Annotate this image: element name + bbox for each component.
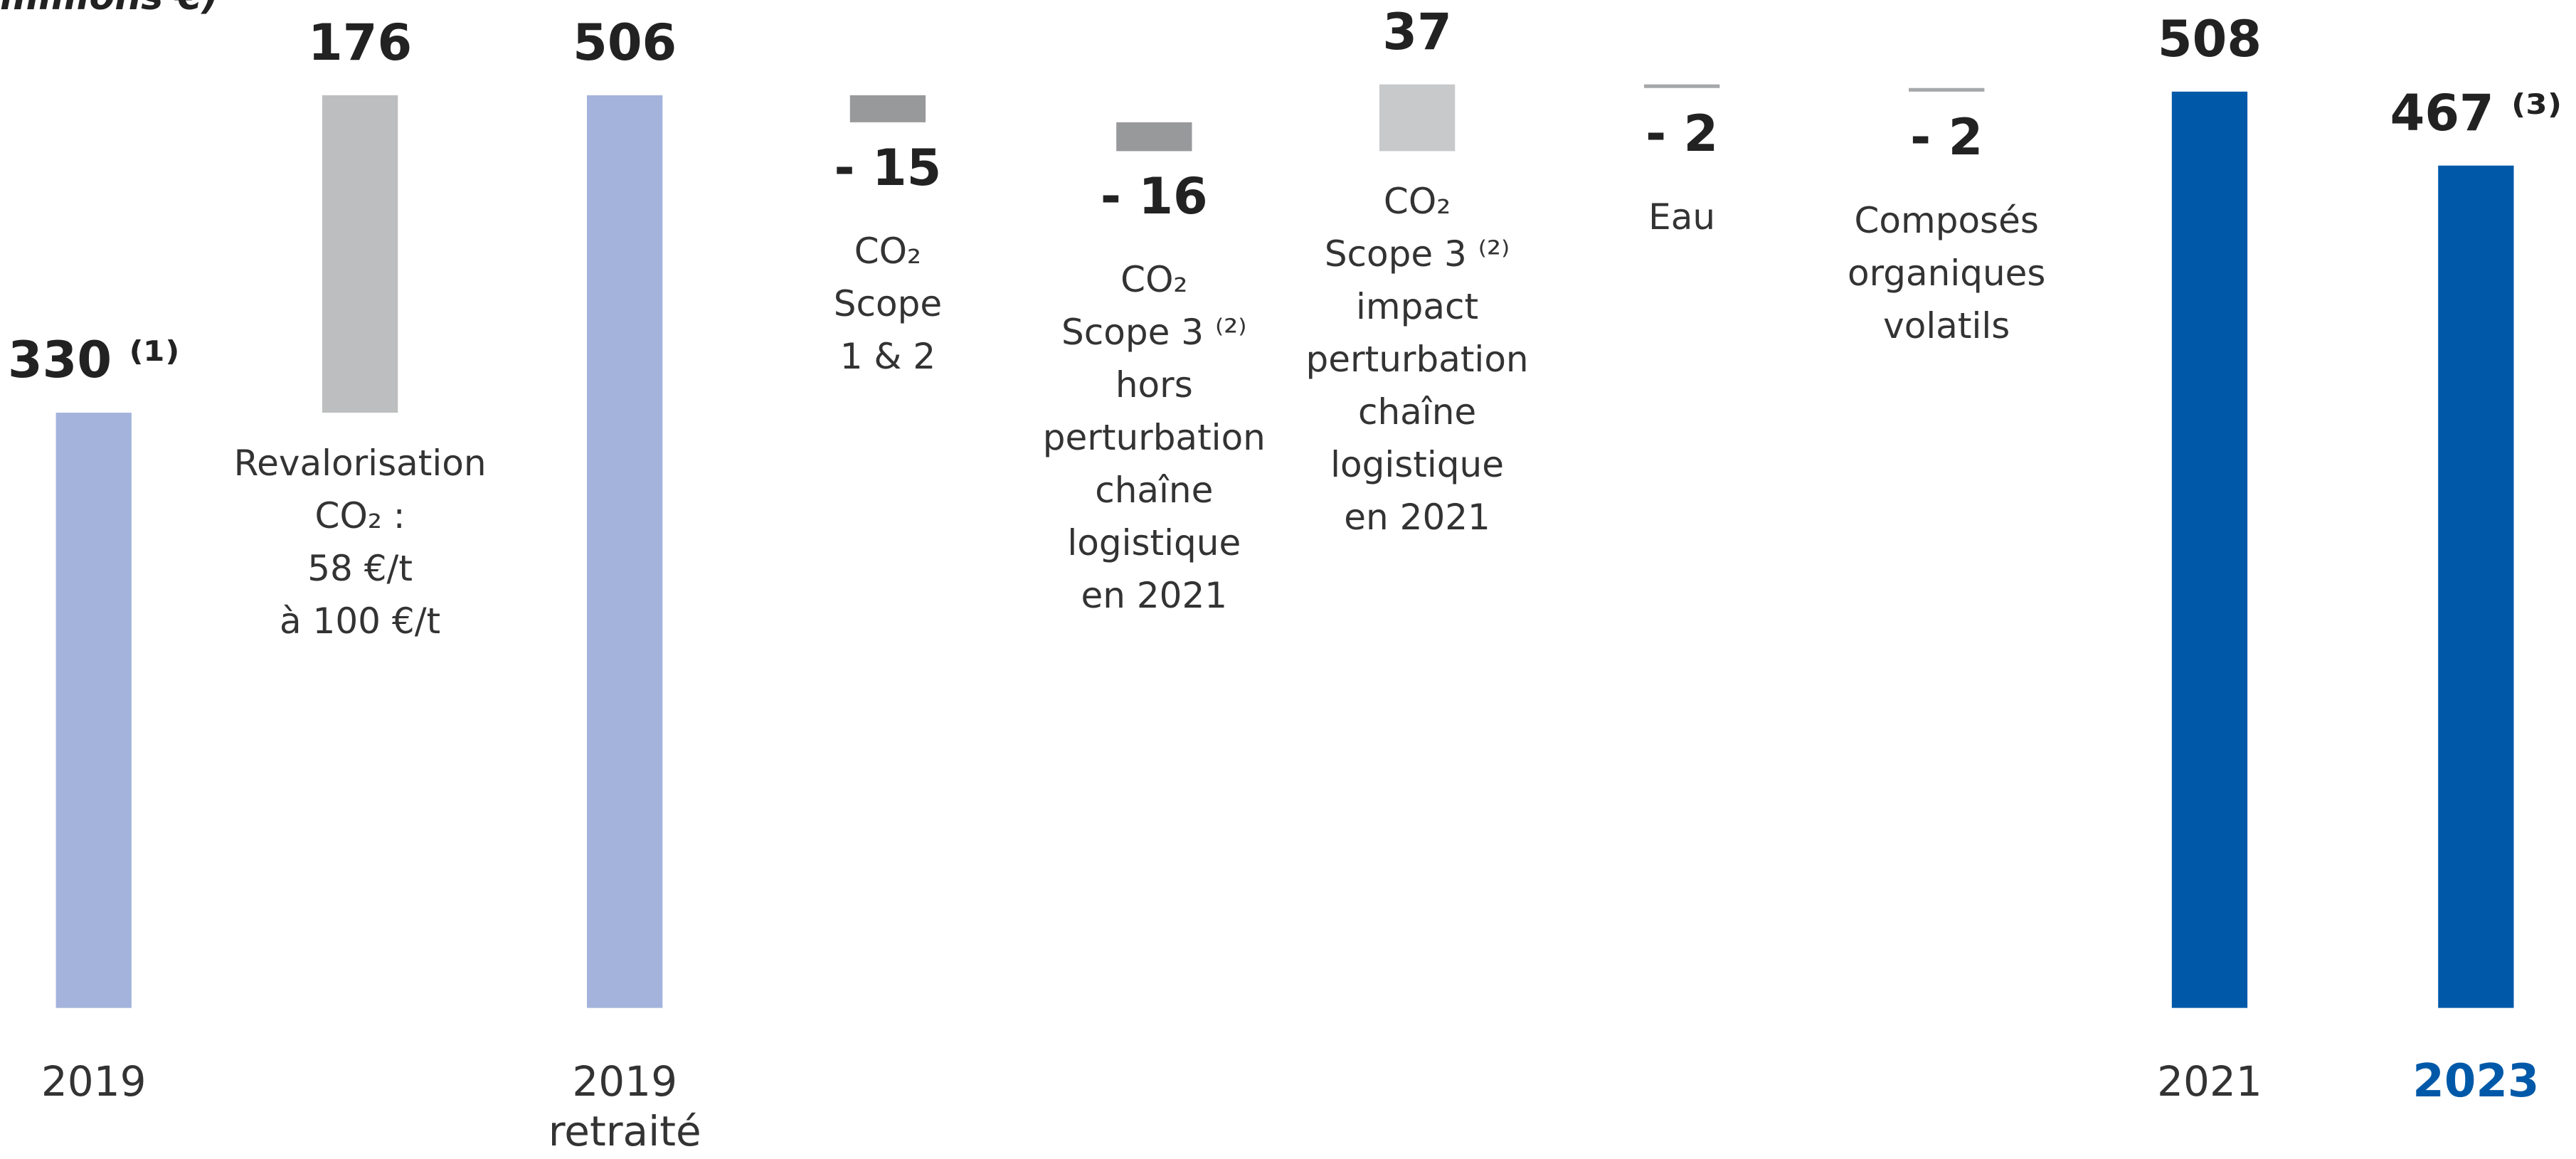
- bar: [322, 95, 398, 413]
- value-label: 330 ⁽¹⁾: [7, 331, 180, 390]
- bar: [55, 413, 132, 1008]
- value-label: 508: [2157, 9, 2262, 68]
- bar: [587, 95, 663, 1008]
- value-label: 506: [573, 13, 677, 72]
- bar-note: CO₂ Scope 1 & 2: [833, 230, 943, 377]
- bar-note: Revalorisation CO₂ : 58 €/t à 100 €/t: [233, 443, 487, 642]
- x-tick-label: 2021: [2157, 1057, 2262, 1106]
- x-tick-label: 2019 retraité: [548, 1057, 701, 1155]
- bar-note: CO₂ Scope 3 ⁽²⁾ hors perturbation chaîne…: [1042, 259, 1266, 617]
- value-label: - 15: [834, 138, 942, 197]
- value-label: 176: [308, 13, 413, 72]
- value-label: 467 ⁽³⁾: [2390, 83, 2562, 142]
- bar-note: Eau: [1648, 196, 1716, 238]
- value-label: - 2: [1645, 104, 1719, 163]
- bar: [2171, 91, 2248, 1008]
- subtitle: millions €): [0, 0, 218, 18]
- value-label: - 2: [1910, 107, 1983, 166]
- bar-note: CO₂ Scope 3 ⁽²⁾ impact perturbation chaî…: [1305, 181, 1529, 539]
- value-label: - 16: [1100, 167, 1208, 226]
- bar: [1909, 88, 1985, 92]
- bar: [1644, 84, 1720, 88]
- value-label: 37: [1382, 2, 1452, 61]
- bar-note: Composés organiques volatils: [1847, 199, 2046, 346]
- bar: [849, 95, 926, 122]
- x-tick-label: 2019: [41, 1057, 147, 1106]
- bar: [1379, 84, 1456, 152]
- bar: [2438, 165, 2514, 1008]
- x-tick-label: 2023: [2412, 1055, 2540, 1108]
- bar: [1116, 122, 1192, 152]
